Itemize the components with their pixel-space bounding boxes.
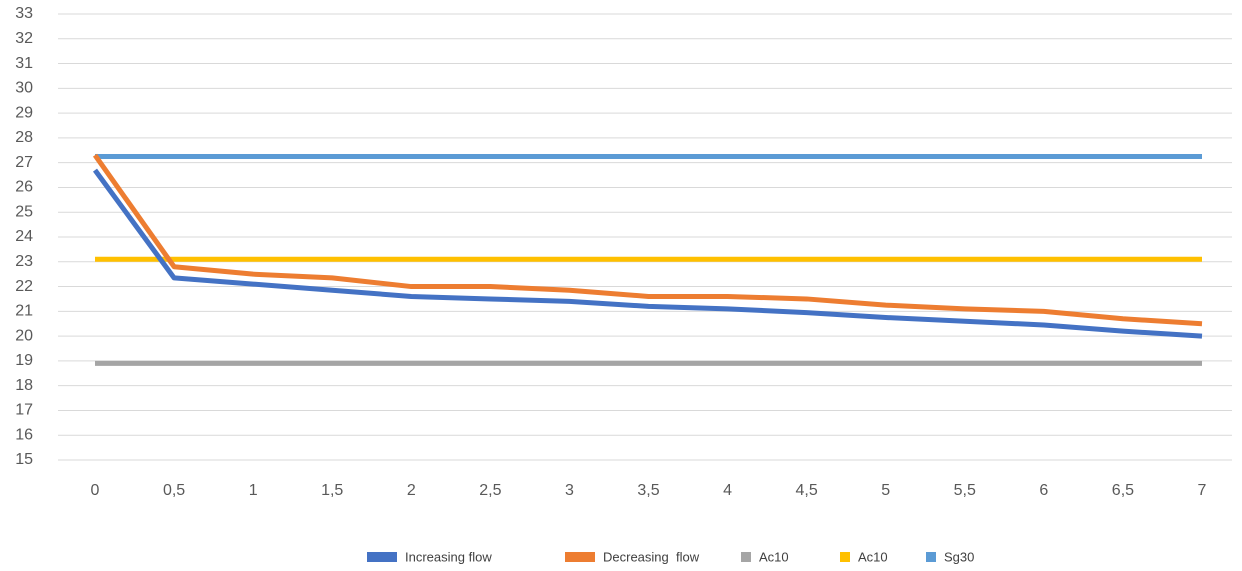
y-tick-label: 26 (15, 179, 33, 196)
y-tick-label: 23 (15, 253, 33, 270)
x-tick-label: 0,5 (163, 482, 185, 499)
y-tick-label: 17 (15, 402, 33, 419)
x-tick-label: 4 (723, 482, 732, 499)
x-tick-label: 0 (91, 482, 100, 499)
series-line (92, 168, 1203, 339)
y-tick-label: 28 (15, 129, 33, 146)
y-tick-label: 20 (15, 327, 33, 344)
legend-label: Ac10 (759, 549, 789, 564)
y-tick-label: 31 (15, 55, 33, 72)
y-tick-label: 30 (15, 80, 33, 97)
x-tick-label: 7 (1198, 482, 1207, 499)
x-tick-label: 2 (407, 482, 416, 499)
y-tick-label: 19 (15, 352, 33, 369)
y-tick-label: 24 (15, 228, 33, 245)
x-tick-label: 5 (881, 482, 890, 499)
x-tick-label: 1 (249, 482, 258, 499)
x-tick-label: 3 (565, 482, 574, 499)
y-tick-label: 29 (15, 104, 33, 121)
legend-label: Increasing flow (405, 549, 492, 564)
x-tick-label: 2,5 (479, 482, 501, 499)
x-tick-label: 6,5 (1112, 482, 1134, 499)
legend-swatch (367, 552, 397, 562)
y-tick-label: 21 (15, 303, 33, 320)
y-tick-label: 15 (15, 451, 33, 468)
y-tick-label: 18 (15, 377, 33, 394)
x-tick-label: 6 (1039, 482, 1048, 499)
x-tick-label: 3,5 (637, 482, 659, 499)
x-tick-label: 1,5 (321, 482, 343, 499)
x-tick-label: 4,5 (796, 482, 818, 499)
legend-swatch (565, 552, 595, 562)
y-tick-label: 25 (15, 203, 33, 220)
legend-swatch (926, 552, 936, 562)
y-tick-label: 16 (15, 426, 33, 443)
legend-swatch (741, 552, 751, 562)
y-tick-label: 33 (15, 5, 33, 22)
x-tick-label: 5,5 (954, 482, 976, 499)
legend-label: Sg30 (944, 549, 974, 564)
legend-swatch (840, 552, 850, 562)
y-tick-label: 27 (15, 154, 33, 171)
legend-label: Ac10 (858, 549, 888, 564)
series-line (92, 153, 1203, 327)
y-tick-label: 32 (15, 30, 33, 47)
legend-label: Decreasing flow (603, 549, 700, 564)
y-tick-label: 22 (15, 278, 33, 295)
